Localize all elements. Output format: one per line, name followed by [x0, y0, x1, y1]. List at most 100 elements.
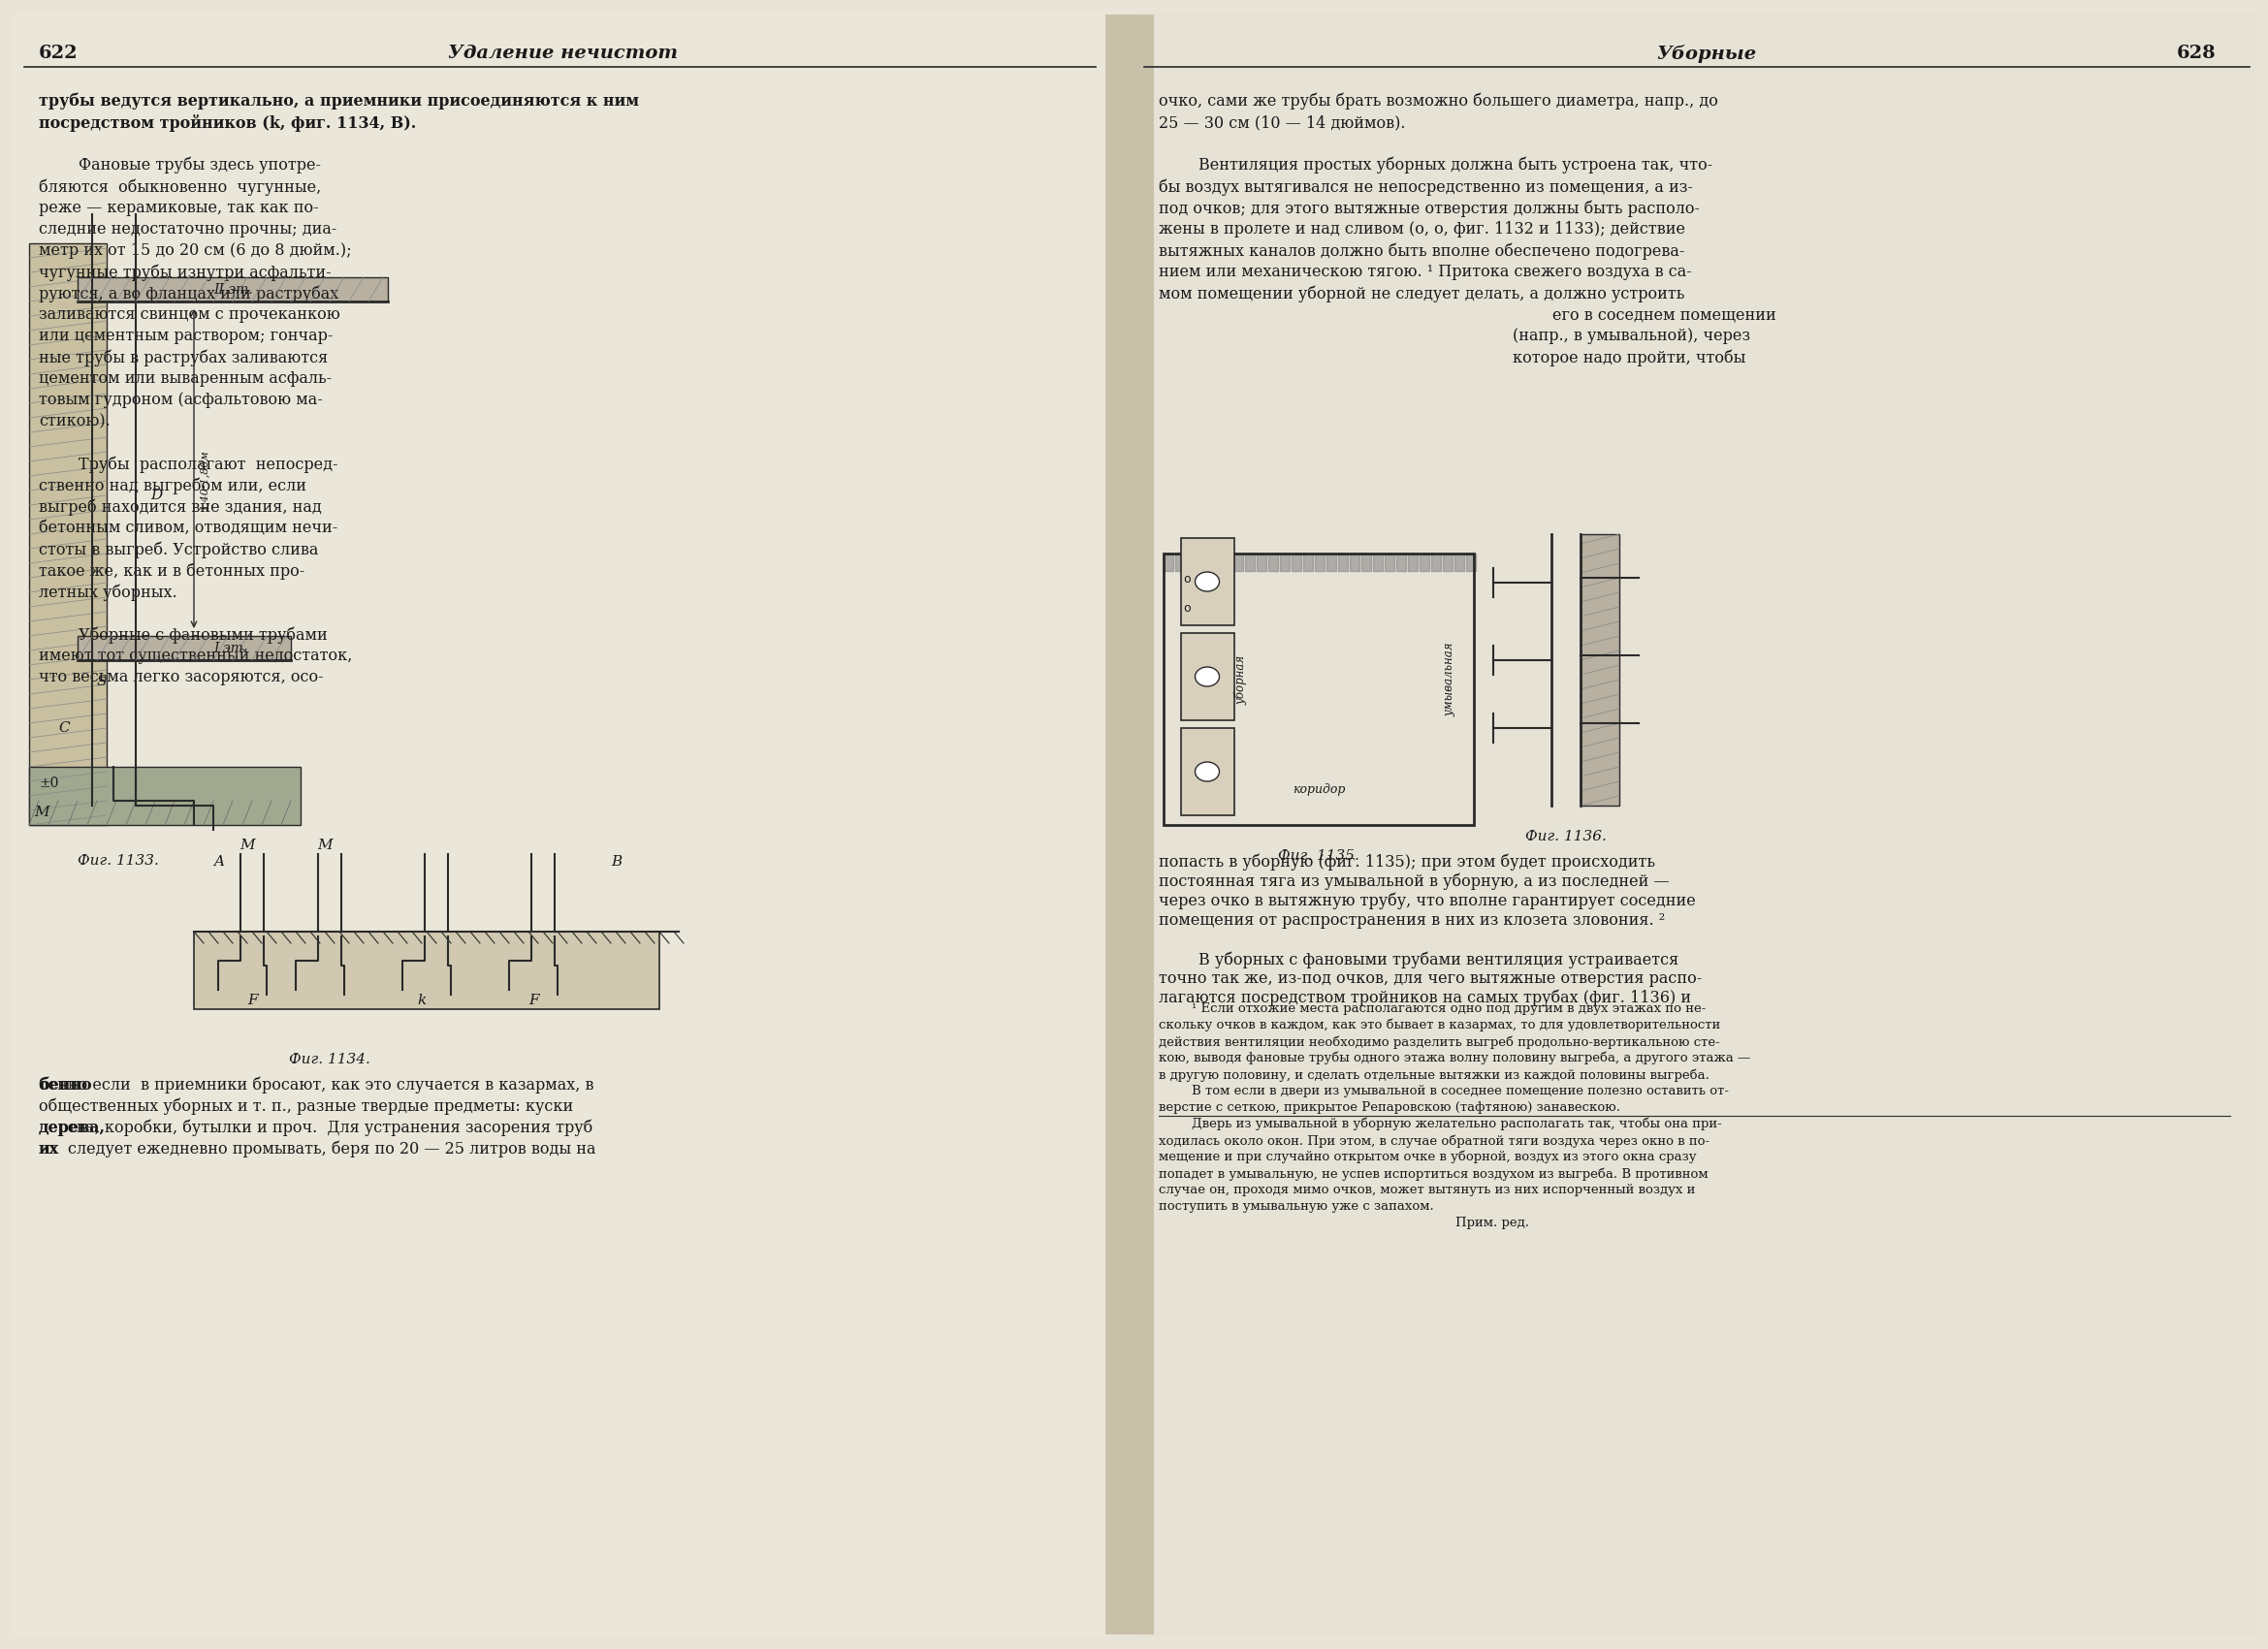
Text: стикою).: стикою).: [39, 412, 111, 429]
Text: Уборные: Уборные: [1656, 45, 1758, 63]
Text: M: M: [34, 806, 50, 820]
Text: попасть в уборную (фиг. 1135); при этом будет происходить: попасть в уборную (фиг. 1135); при этом …: [1159, 854, 1656, 871]
Text: действия вентиляции необходимо разделить выгреб продольно-вертикальною сте-: действия вентиляции необходимо разделить…: [1159, 1036, 1719, 1049]
Text: 1,40-1,80м: 1,40-1,80м: [200, 450, 209, 511]
Text: коридор: коридор: [1293, 783, 1345, 796]
Text: D: D: [150, 488, 163, 503]
Bar: [1182, 633, 1234, 721]
Text: трубы ведутся вертикально, а приемники присоединяются к ним: трубы ведутся вертикально, а приемники п…: [39, 92, 640, 110]
Text: летных уборных.: летных уборных.: [39, 584, 177, 600]
Text: C: C: [59, 721, 70, 735]
Text: ные трубы в раструбах заливаются: ные трубы в раструбах заливаются: [39, 350, 329, 366]
Text: Трубы  располагают  непосред-: Трубы располагают непосред-: [39, 455, 338, 473]
Text: помещения от распространения в них из клозета зловония. ²: помещения от распространения в них из кл…: [1159, 912, 1665, 928]
Bar: [1581, 534, 1619, 806]
Text: лагаются посредством тройников на самых трубах (фиг. 1136) и: лагаются посредством тройников на самых …: [1159, 989, 1692, 1008]
Text: имеют тот существенный недостаток,: имеют тот существенный недостаток,: [39, 648, 352, 665]
Text: M: M: [240, 839, 254, 853]
Text: бенно: бенно: [39, 1077, 91, 1093]
Text: чугунные трубы изнутри асфальти-: чугунные трубы изнутри асфальти-: [39, 264, 331, 280]
Text: Удаление нечистот: Удаление нечистот: [447, 45, 678, 63]
Bar: [195, 932, 660, 1009]
Text: Фиг. 1134.: Фиг. 1134.: [288, 1052, 370, 1067]
Text: в другую половину, и сделать отдельные вытяжки из каждой половины выгреба.: в другую половину, и сделать отдельные в…: [1159, 1069, 1710, 1082]
FancyBboxPatch shape: [14, 13, 1111, 1636]
Bar: [77, 277, 388, 302]
Text: ±0: ±0: [39, 777, 59, 790]
Text: Фановые трубы здесь употре-: Фановые трубы здесь употре-: [39, 157, 322, 175]
Text: F: F: [247, 994, 259, 1008]
Text: нием или механическою тягою. ¹ Притока свежего воздуха в са-: нием или механическою тягою. ¹ Притока с…: [1159, 264, 1692, 280]
Text: 622: 622: [39, 45, 77, 63]
Text: бенно если  в приемники бросают, как это случается в казармах, в: бенно если в приемники бросают, как это …: [39, 1077, 594, 1093]
Text: очко, сами же трубы брать возможно большего диаметра, напр., до: очко, сами же трубы брать возможно больш…: [1159, 92, 1719, 110]
Text: (напр., в умывальной), через: (напр., в умывальной), через: [1513, 328, 1751, 345]
Text: посредством тройников (k, фиг. 1134, В).: посредством тройников (k, фиг. 1134, В).: [39, 114, 417, 132]
Text: В уборных с фановыми трубами вентиляция устраивается: В уборных с фановыми трубами вентиляция …: [1159, 951, 1678, 968]
Text: k: k: [417, 994, 426, 1008]
Text: случае он, проходя мимо очков, может вытянуть из них испорченный воздух и: случае он, проходя мимо очков, может выт…: [1159, 1184, 1694, 1196]
Ellipse shape: [1195, 762, 1220, 782]
Text: постоянная тяга из умывальной в уборную, а из последней —: постоянная тяга из умывальной в уборную,…: [1159, 874, 1669, 890]
Bar: [1182, 729, 1234, 815]
Text: следние недостаточно прочны; диа-: следние недостаточно прочны; диа-: [39, 221, 338, 237]
Text: что весьма легко засоряются, осо-: что весьма легко засоряются, осо-: [39, 669, 324, 686]
Text: F: F: [528, 994, 540, 1008]
Text: такое же, как и в бетонных про-: такое же, как и в бетонных про-: [39, 562, 304, 579]
Text: точно так же, из-под очков, для чего вытяжные отверстия распо-: точно так же, из-под очков, для чего выт…: [1159, 970, 1701, 986]
Bar: [77, 637, 290, 660]
Text: поступить в умывальную уже с запахом.: поступить в умывальную уже с запахом.: [1159, 1200, 1433, 1212]
Text: Фиг. 1135.: Фиг. 1135.: [1279, 849, 1359, 862]
Text: Фиг. 1136.: Фиг. 1136.: [1526, 829, 1606, 843]
Text: B: B: [610, 856, 621, 869]
Text: бляются  обыкновенно  чугунные,: бляются обыкновенно чугунные,: [39, 178, 322, 195]
Text: ственно над выгребом или, если: ственно над выгребом или, если: [39, 477, 306, 495]
Text: метр их от 15 до 20 см (6 до 8 дюйм.);: метр их от 15 до 20 см (6 до 8 дюйм.);: [39, 242, 352, 259]
Text: или цементным раствором; гончар-: или цементным раствором; гончар-: [39, 328, 333, 345]
Bar: [29, 244, 107, 824]
Text: их: их: [39, 1141, 59, 1158]
Text: мом помещении уборной не следует делать, а должно устроить: мом помещении уборной не следует делать,…: [1159, 285, 1685, 302]
Text: A: A: [213, 856, 225, 869]
Text: жены в пролете и над сливом (о, о, фиг. 1132 и 1133); действие: жены в пролете и над сливом (о, о, фиг. …: [1159, 221, 1685, 237]
Text: 628: 628: [2177, 45, 2216, 63]
Text: I эт.: I эт.: [213, 641, 247, 655]
Text: кою, выводя фановые трубы одного этажа волну половину выгреба, а другого этажа —: кою, выводя фановые трубы одного этажа в…: [1159, 1052, 1751, 1065]
Text: Фиг. 1133.: Фиг. 1133.: [77, 854, 159, 867]
Ellipse shape: [1195, 666, 1220, 686]
Text: уборная: уборная: [1234, 655, 1247, 704]
Text: о: о: [1184, 602, 1191, 615]
Text: S: S: [98, 674, 107, 688]
Text: заливаются свинцом с прочеканкою: заливаются свинцом с прочеканкою: [39, 307, 340, 323]
Text: бетонным сливом, отводящим нечи-: бетонным сливом, отводящим нечи-: [39, 519, 338, 536]
Text: под очков; для этого вытяжные отверстия должны быть располо-: под очков; для этого вытяжные отверстия …: [1159, 200, 1699, 216]
Text: В том если в двери из умывальной в соседнее помещение полезно оставить от-: В том если в двери из умывальной в сосед…: [1159, 1085, 1728, 1097]
Text: которое надо пройти, чтобы: которое надо пройти, чтобы: [1513, 350, 1746, 366]
Text: ходилась около окон. При этом, в случае обратной тяги воздуха через окно в по-: ходилась около окон. При этом, в случае …: [1159, 1135, 1710, 1148]
Text: общественных уборных и т. п., разные твердые предметы: куски: общественных уборных и т. п., разные тве…: [39, 1098, 574, 1115]
Text: верстие с сеткою, прикрытое Репаровскою (тафтяною) занавескою.: верстие с сеткою, прикрытое Репаровскою …: [1159, 1102, 1619, 1113]
Text: цементом или вываренным асфаль-: цементом или вываренным асфаль-: [39, 371, 331, 388]
Text: его в соседнем помещении: его в соседнем помещении: [1513, 307, 1776, 323]
Text: мещение и при случайно открытом очке в уборной, воздух из этого окна сразу: мещение и при случайно открытом очке в у…: [1159, 1151, 1696, 1164]
Text: Прим. ред.: Прим. ред.: [1159, 1217, 1529, 1229]
Text: Дверь из умывальной в уборную желательно располагать так, чтобы она при-: Дверь из умывальной в уборную желательно…: [1159, 1118, 1721, 1131]
Bar: [1182, 538, 1234, 625]
Bar: [29, 767, 302, 824]
Text: Вентиляция простых уборных должна быть устроена так, что-: Вентиляция простых уборных должна быть у…: [1159, 157, 1712, 175]
Text: ¹ Если отхожие места располагаются одно под другим в двух этажах по не-: ¹ Если отхожие места располагаются одно …: [1159, 1003, 1706, 1016]
Text: скольку очков в каждом, как это бывает в казармах, то для удовлетворительности: скольку очков в каждом, как это бывает в…: [1159, 1019, 1721, 1032]
Ellipse shape: [1195, 572, 1220, 592]
Text: товым гудроном (асфальтовою ма-: товым гудроном (асфальтовою ма-: [39, 392, 322, 409]
Text: дерева, коробки, бутылки и проч.  Для устранения засорения труб: дерева, коробки, бутылки и проч. Для уст…: [39, 1120, 592, 1136]
Bar: [1163, 554, 1474, 824]
FancyBboxPatch shape: [1105, 15, 1154, 1634]
Text: руются, а во фланцах или раструбах: руются, а во фланцах или раструбах: [39, 285, 338, 302]
Text: бы воздух вытягивался не непосредственно из помещения, а из-: бы воздух вытягивался не непосредственно…: [1159, 178, 1692, 195]
Text: стоты в выгреб. Устройство слива: стоты в выгреб. Устройство слива: [39, 541, 318, 557]
Text: M: M: [318, 839, 333, 853]
Text: 25 — 30 см (10 — 14 дюймов).: 25 — 30 см (10 — 14 дюймов).: [1159, 114, 1406, 130]
Text: II эт.: II эт.: [213, 284, 252, 297]
Text: вытяжных каналов должно быть вполне обеспечено подогрева-: вытяжных каналов должно быть вполне обес…: [1159, 242, 1685, 259]
FancyBboxPatch shape: [1136, 13, 2257, 1636]
